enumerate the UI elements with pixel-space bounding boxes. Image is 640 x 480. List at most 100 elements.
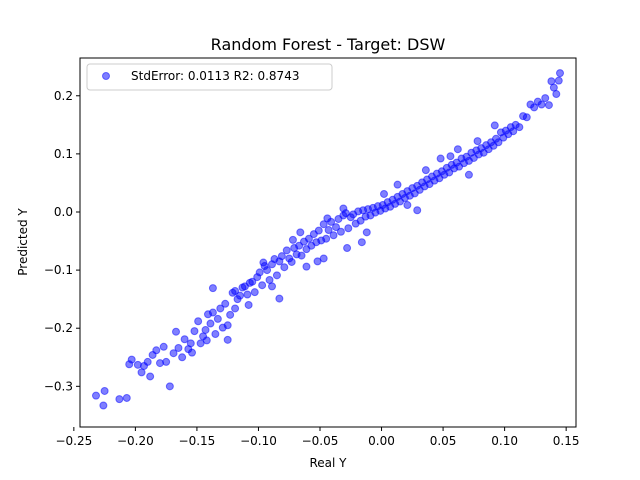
y-tick-label: 0.1 bbox=[54, 147, 73, 161]
data-point bbox=[297, 251, 306, 260]
y-tick-label: −0.3 bbox=[44, 379, 73, 393]
data-point bbox=[552, 90, 561, 99]
chart-title: Random Forest - Target: DSW bbox=[211, 35, 446, 54]
data-point bbox=[223, 321, 232, 330]
data-point bbox=[143, 357, 152, 366]
data-point bbox=[277, 252, 286, 261]
y-tick-label: 0.0 bbox=[54, 205, 73, 219]
data-point bbox=[403, 201, 412, 210]
data-point bbox=[169, 349, 178, 358]
data-point bbox=[288, 235, 297, 244]
data-point bbox=[115, 395, 124, 404]
y-tick-label: −0.1 bbox=[44, 263, 73, 277]
data-point bbox=[541, 94, 550, 103]
data-point bbox=[323, 214, 332, 223]
data-point bbox=[243, 290, 252, 299]
data-point bbox=[159, 342, 168, 351]
x-axis-label: Real Y bbox=[309, 456, 347, 470]
y-tick-label: 0.2 bbox=[54, 89, 73, 103]
data-point bbox=[436, 154, 445, 163]
data-point bbox=[304, 234, 313, 243]
data-point bbox=[221, 299, 230, 308]
data-point bbox=[556, 69, 564, 78]
x-tick-label: 0.00 bbox=[368, 434, 395, 448]
data-point bbox=[314, 226, 323, 235]
x-tick-label: 0.05 bbox=[430, 434, 457, 448]
x-tick-label: 0.10 bbox=[491, 434, 518, 448]
data-point bbox=[332, 223, 340, 232]
plot-frame bbox=[79, 57, 577, 428]
x-tick-label: −0.25 bbox=[55, 434, 92, 448]
data-point bbox=[268, 282, 276, 291]
data-point bbox=[99, 401, 108, 410]
data-point bbox=[174, 343, 183, 352]
data-point bbox=[336, 227, 345, 236]
legend-label: StdError: 0.0113 R2: 0.8743 bbox=[131, 69, 299, 83]
data-point bbox=[248, 277, 257, 286]
data-point bbox=[186, 339, 195, 348]
data-point bbox=[357, 238, 366, 247]
data-point bbox=[162, 357, 171, 366]
data-points bbox=[92, 69, 564, 410]
data-point bbox=[339, 204, 348, 213]
data-point bbox=[515, 123, 524, 132]
y-axis-label: Predicted Y bbox=[16, 208, 30, 276]
data-point bbox=[211, 330, 220, 339]
data-point bbox=[537, 100, 546, 109]
data-point bbox=[127, 355, 136, 364]
data-point bbox=[263, 266, 272, 275]
data-point bbox=[329, 231, 338, 240]
x-tick-label: −0.05 bbox=[302, 434, 339, 448]
data-point bbox=[272, 271, 281, 280]
x-tick-label: −0.20 bbox=[117, 434, 154, 448]
data-point bbox=[287, 257, 296, 266]
data-point bbox=[255, 268, 264, 277]
data-point bbox=[206, 319, 215, 328]
data-point bbox=[201, 325, 210, 334]
data-point bbox=[282, 246, 291, 255]
data-point bbox=[188, 348, 196, 357]
y-tick-label: −0.2 bbox=[44, 321, 73, 335]
data-point bbox=[236, 291, 244, 300]
data-point bbox=[92, 391, 100, 400]
plot-area bbox=[80, 58, 576, 427]
data-point bbox=[446, 152, 455, 161]
data-point bbox=[194, 317, 203, 326]
data-point bbox=[202, 336, 211, 345]
legend: StdError: 0.0113 R2: 0.8743 bbox=[86, 63, 333, 91]
data-point bbox=[100, 386, 109, 395]
data-point bbox=[275, 294, 284, 303]
data-point bbox=[216, 304, 225, 313]
legend-marker bbox=[102, 72, 110, 80]
data-point bbox=[208, 308, 217, 317]
data-point bbox=[172, 327, 180, 336]
data-point bbox=[180, 335, 189, 344]
data-point bbox=[208, 284, 217, 293]
data-point bbox=[473, 137, 482, 146]
data-point bbox=[213, 314, 222, 323]
data-point bbox=[302, 262, 311, 271]
data-point bbox=[343, 244, 352, 253]
y-axis: −0.3 −0.2 −0.1 0.0 0.1 0.2 bbox=[44, 89, 80, 393]
data-point bbox=[226, 310, 235, 319]
data-point bbox=[280, 263, 289, 272]
data-point bbox=[231, 304, 240, 313]
data-point bbox=[322, 234, 331, 243]
data-point bbox=[554, 76, 563, 85]
legend-box bbox=[86, 63, 333, 91]
data-point bbox=[122, 393, 131, 402]
data-point bbox=[530, 103, 539, 112]
data-point bbox=[494, 138, 503, 147]
data-point bbox=[522, 113, 531, 122]
data-point bbox=[362, 228, 371, 237]
data-point bbox=[490, 121, 499, 130]
data-point bbox=[393, 180, 402, 189]
data-point bbox=[544, 101, 553, 110]
data-point bbox=[223, 335, 232, 344]
data-point bbox=[324, 226, 333, 235]
data-point bbox=[464, 170, 473, 179]
data-point bbox=[146, 372, 155, 381]
data-point bbox=[244, 300, 253, 309]
data-point bbox=[421, 166, 430, 175]
